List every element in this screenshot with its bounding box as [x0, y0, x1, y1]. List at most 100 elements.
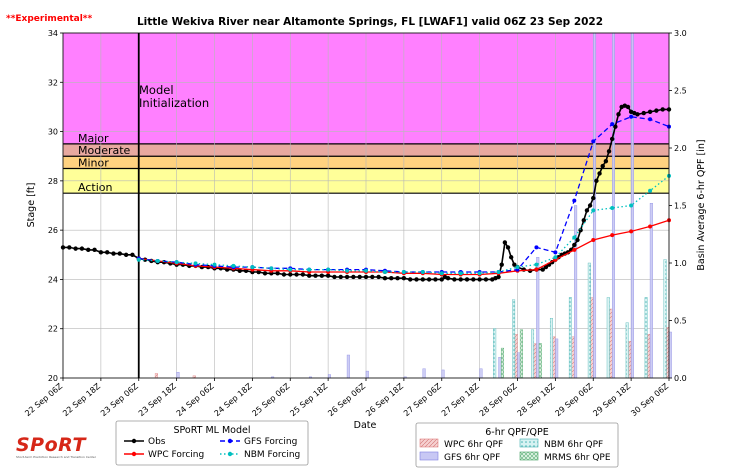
series-point-obs: [581, 218, 586, 223]
series-point-wpc: [591, 238, 596, 242]
series-point-obs: [389, 275, 394, 281]
legend-label-nbm: NBM 6hr QPF: [544, 440, 603, 450]
series-point-obs: [338, 274, 343, 280]
qpf-bar-wpc: [552, 336, 556, 379]
qpf-bar-gfs: [649, 202, 653, 379]
legend-swatch-gfs: [419, 451, 439, 461]
series-point-wpc: [534, 267, 539, 272]
sport-logo-text: SPoRT: [16, 434, 86, 456]
qpf-bar-wpc: [590, 297, 594, 379]
series-point-obs: [606, 149, 612, 154]
series-point-obs: [483, 277, 489, 282]
qpf-bar-nbm: [568, 297, 572, 379]
series-point-obs: [382, 275, 388, 281]
series-point-obs: [458, 277, 463, 282]
series-point-obs: [433, 277, 438, 282]
x-tick-label: 28 Sep 06Z: [478, 381, 519, 418]
x-tick-label: 24 Sep 06Z: [175, 381, 216, 418]
stage-legend: SPoRT ML Model Obs WPC Forcing GFS Forcing…: [115, 420, 309, 466]
series-point-nbm: [553, 255, 558, 260]
series-point-nbm: [591, 208, 596, 213]
series-point-nbm: [364, 268, 368, 273]
series-point-nbm: [515, 265, 520, 270]
qpf-bar-gfs: [611, 32, 615, 379]
series-point-nbm: [231, 263, 236, 268]
y-tick-label: 30: [48, 128, 58, 137]
qpf-bar-gfs: [422, 368, 426, 379]
qpf-bar-gfs: [176, 372, 180, 379]
y-axis-label: Stage [ft]: [26, 183, 37, 228]
series-point-nbm: [572, 235, 577, 240]
series-point-nbm: [420, 270, 425, 275]
series-point-gfs: [629, 114, 634, 119]
series-point-obs: [67, 245, 72, 250]
series-point-obs: [635, 112, 640, 117]
x-tick-label: 25 Sep 06Z: [251, 381, 292, 418]
x-tick-label: 25 Sep 18Z: [288, 381, 329, 418]
series-point-nbm: [136, 257, 141, 262]
qpf-bar-gfs: [365, 370, 369, 379]
qpf-bar-gfs: [536, 257, 540, 379]
y-tick-label: 34: [48, 29, 58, 38]
series-point-nbm: [288, 267, 293, 272]
series-point-nbm: [155, 258, 160, 263]
qpf-bar-wpc: [609, 308, 613, 379]
series-point-nbm: [477, 271, 482, 276]
x-tick-label: 28 Sep 18Z: [516, 381, 557, 418]
series-point-obs: [499, 262, 504, 267]
series-point-obs: [543, 264, 549, 270]
legend-swatch-wpc: [419, 438, 439, 448]
series-point-obs: [426, 277, 432, 282]
series-point-obs: [584, 208, 590, 213]
x-tick-label: 22 Sep 18Z: [61, 381, 102, 418]
qpf-bar-nbm: [644, 297, 648, 379]
legend-marker-gfs: [227, 438, 233, 444]
series-point-obs: [370, 274, 375, 280]
qpf-bar-gfs: [479, 368, 483, 379]
qpf-bar-gfs: [498, 357, 502, 379]
qpf-bar-gfs: [517, 352, 521, 379]
series-point-nbm: [439, 271, 444, 276]
series-point-obs: [104, 250, 110, 255]
qpf-bar-nbm: [625, 322, 629, 379]
y2-tick-label: 0.0: [674, 374, 687, 383]
series-point-gfs: [553, 250, 558, 255]
series-point-obs: [92, 247, 97, 253]
flood-label-minor: Minor: [78, 157, 109, 170]
series-point-obs: [572, 242, 577, 248]
series-point-obs: [395, 275, 400, 281]
series-point-obs: [237, 268, 242, 274]
qpf-bar-nbm: [531, 329, 535, 379]
y2-tick-label: 2.5: [674, 87, 687, 96]
series-point-obs: [300, 272, 306, 277]
series-point-obs: [376, 274, 381, 280]
y2-tick-label: 3.0: [674, 29, 687, 38]
x-tick-label: 30 Sep 06Z: [629, 381, 670, 418]
x-tick-label: 26 Sep 06Z: [326, 381, 367, 418]
legend-label-gfs: GFS Forcing: [244, 437, 297, 447]
stage-legend-title: SPoRT ML Model: [174, 425, 251, 436]
qpf-legend-title: 6-hr QPF/QPE: [485, 427, 549, 438]
series-point-obs: [73, 246, 78, 251]
legend-marker-nbm: [227, 451, 233, 457]
series-point-obs: [452, 277, 457, 282]
series-point-obs: [647, 109, 653, 115]
qpf-bar-gfs: [593, 32, 597, 379]
y2-tick-label: 2.0: [674, 144, 687, 153]
series-point-obs: [294, 272, 299, 277]
qpf-bar-nbm: [663, 259, 667, 379]
series-point-nbm: [212, 262, 217, 267]
series-point-wpc: [629, 229, 634, 234]
series-point-obs: [575, 237, 580, 243]
model-init-line1: Model: [139, 83, 174, 97]
series-point-obs: [325, 273, 331, 278]
series-point-nbm: [193, 261, 198, 266]
series-point-obs: [98, 250, 104, 255]
series-point-obs: [414, 277, 419, 282]
x-tick-label: 22 Sep 06Z: [23, 381, 64, 418]
series-point-obs: [281, 272, 287, 277]
y-tick-label: 26: [48, 226, 58, 235]
series-point-obs: [625, 104, 631, 110]
series-point-obs: [344, 274, 350, 280]
